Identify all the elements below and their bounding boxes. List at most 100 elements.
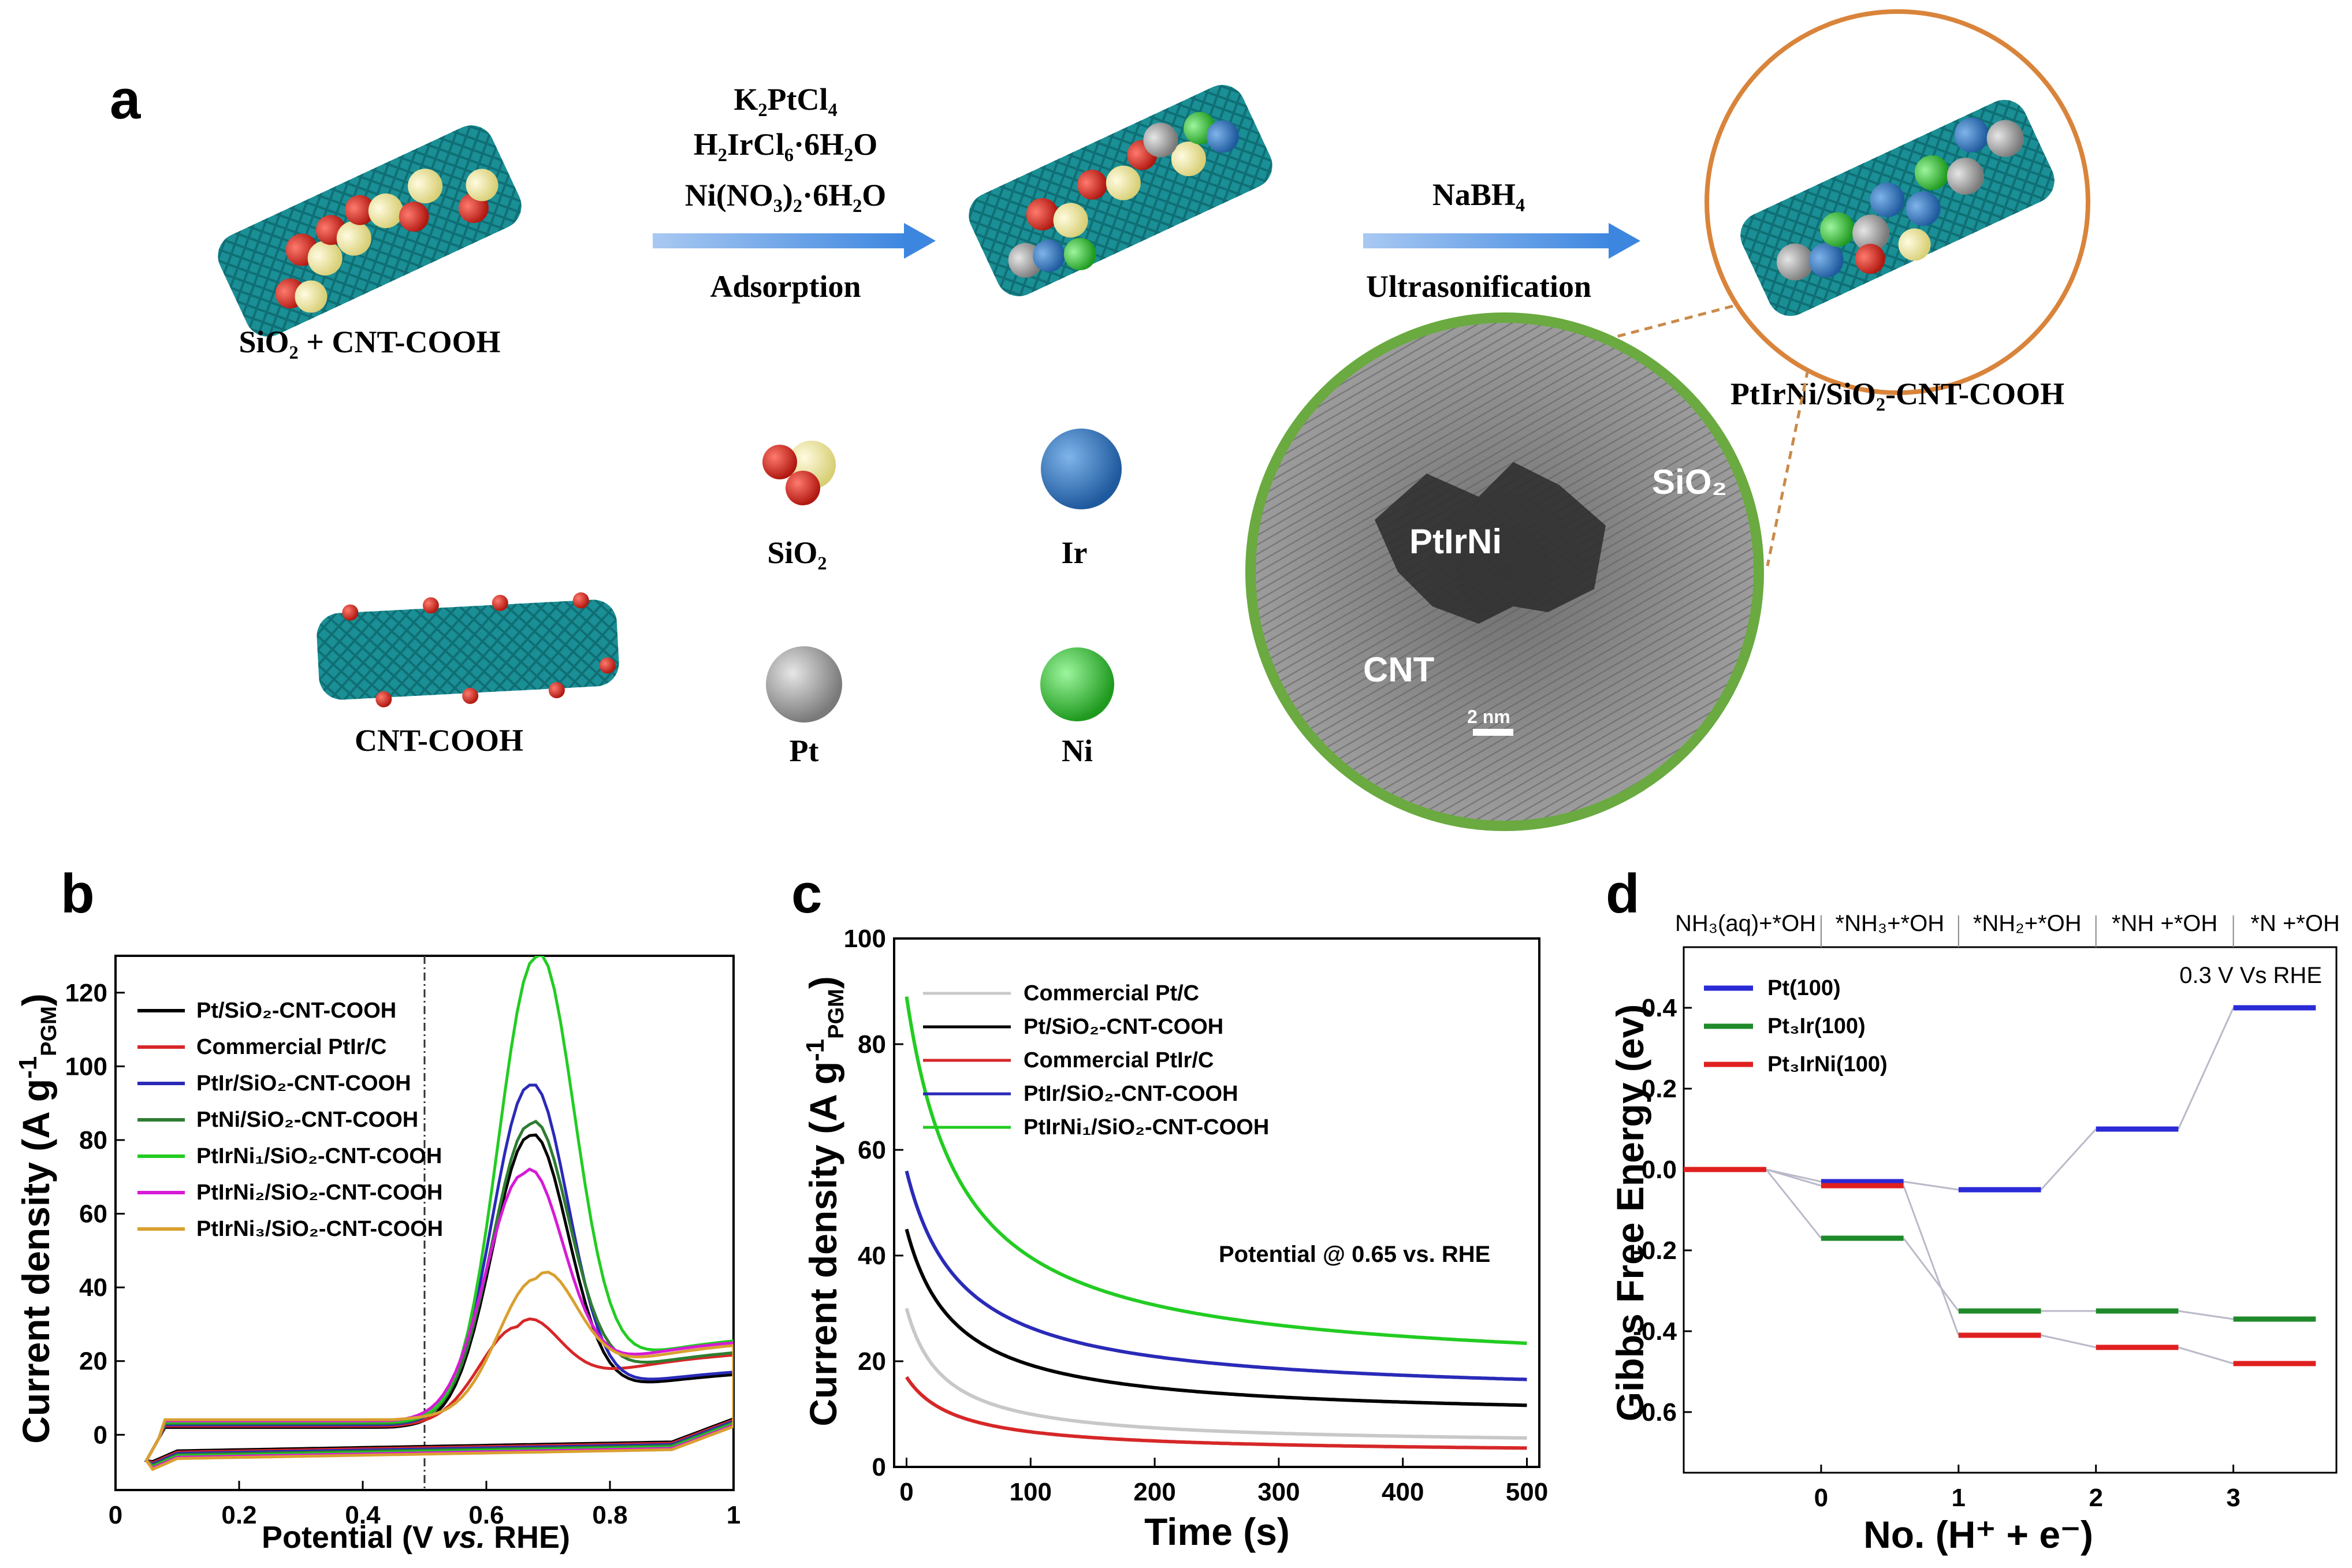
product-illustration (1740, 99, 2055, 316)
key-label-pt: Pt (790, 733, 819, 768)
chart-c-ytick-label: 0 (872, 1453, 886, 1481)
product-label: PtIrNi/SiO₂-CNT-COOH (1730, 377, 2064, 411)
panel-letter-c: c (791, 863, 822, 925)
chart-d-xtick-label: 2 (2089, 1484, 2102, 1512)
scale-bar (1473, 729, 1513, 736)
chart-b-xtick-label: 0.6 (468, 1501, 504, 1529)
chart-b-ytick-label: 100 (65, 1052, 107, 1081)
key-cnt-icon (317, 592, 619, 707)
chart-d-step-label: *N +*OH (2250, 911, 2340, 936)
cnt-sio2-start-illustration (218, 125, 522, 337)
chart-b-ytick-label: 60 (79, 1200, 107, 1228)
chart-c-xtick-label: 200 (1133, 1478, 1175, 1506)
chart-b-legend-label: PtIrNi₁/SiO₂-CNT-COOH (196, 1144, 442, 1168)
chart-b-xtick-label: 0.4 (345, 1501, 381, 1529)
chart-c-series-line (905, 1376, 1527, 1450)
chart-b-ytick-label: 120 (65, 979, 107, 1007)
chart-b-xtick-label: 0.2 (221, 1501, 256, 1529)
key-ir-icon (1041, 429, 1122, 509)
panel-letter-a: a (110, 69, 141, 131)
chart-d-ytick-label: -0.4 (1633, 1317, 1677, 1346)
chart-c-legend-label: Commercial PtIr/C (1024, 1048, 1214, 1072)
chart-c-annotation: Potential @ 0.65 vs. RHE (1219, 1242, 1490, 1267)
chart-b-series-line (144, 956, 734, 1469)
chart-c-xlabel: Time (s) (1144, 1510, 1290, 1553)
chart-d-connector (2178, 1007, 2234, 1130)
chart-d-legend-label: Pt₃Ir(100) (1767, 1014, 1866, 1038)
chart-d-ytick-label: 0.4 (1642, 994, 1677, 1022)
chart-c-series-line (905, 996, 1527, 1345)
chart-c-legend-label: PtIrNi₁/SiO₂-CNT-COOH (1024, 1115, 1269, 1139)
key-label-ni: Ni (1062, 733, 1093, 768)
cnt-adsorbed-illustration (969, 85, 1272, 296)
chart-b-ylabel: Current density (A g-1PGM) (14, 993, 61, 1444)
chart-c-series-line (905, 1308, 1527, 1440)
tem-label-sio2: SiO₂ (1652, 463, 1727, 501)
chart-c-ytick-label: 80 (858, 1030, 886, 1059)
chart-c-legend-label: PtIr/SiO₂-CNT-COOH (1024, 1082, 1238, 1106)
chart-b-legend-label: Commercial PtIr/C (196, 1035, 386, 1059)
key-sio2-icon (762, 441, 836, 505)
chart-d-connector (1903, 1180, 1959, 1191)
chart-d-step-label: *NH₃+*OH (1836, 911, 1945, 936)
chart-d-connector (2040, 1128, 2097, 1191)
tem-label-ptirni: PtIrNi (1409, 522, 1502, 561)
chart-d-connector (2178, 1346, 2234, 1365)
key-label-sio2: SiO₂ (767, 535, 827, 570)
chart-d-xtick-label: 0 (1814, 1484, 1828, 1512)
ultrasonification-arrow (1363, 223, 1640, 259)
chart-b-ytick-label: 40 (79, 1273, 107, 1302)
chart-d-ytick-label: -0.2 (1633, 1236, 1677, 1265)
chart-c-xtick-label: 300 (1257, 1478, 1300, 1506)
chart-d-step-label: NH₃(aq)+*OH (1675, 911, 1816, 936)
chart-b-legend-label: PtIrNi₃/SiO₂-CNT-COOH (196, 1217, 443, 1241)
panel-letter-d: d (1606, 863, 1640, 925)
chart-d-xlabel: No. (H⁺ + e⁻) (1863, 1513, 2093, 1556)
chart-d-ylabel: Gibbs Free Energy (ev) (1609, 1004, 1651, 1422)
chart-d-annotation: 0.3 V Vs RHE (2179, 963, 2322, 988)
chart-c-xtick-label: 0 (899, 1478, 913, 1506)
chart-c-ylabel: Current density (A g-1PGM) (801, 976, 848, 1427)
step-ultrasonification: Ultrasonification (1366, 269, 1591, 304)
key-label-ir: Ir (1062, 535, 1088, 570)
chart-d-step-label: *NH +*OH (2112, 911, 2217, 936)
key-label-cnt-cooh: CNT-COOH (355, 723, 523, 758)
chart-d-connector (2041, 1334, 2097, 1349)
chart-d-frame (1683, 946, 2338, 1474)
chart-b-xtick-label: 0.8 (592, 1501, 627, 1529)
chart-d-xtick-label: 3 (2226, 1484, 2240, 1512)
chart-b-legend-label: PtIr/SiO₂-CNT-COOH (196, 1071, 411, 1096)
chart-b-xtick-label: 1 (727, 1501, 740, 1529)
chart-d-connector (1903, 1185, 1960, 1336)
chart-c-legend-label: Pt/SiO₂-CNT-COOH (1024, 1015, 1223, 1039)
tem-label-cnt: CNT (1363, 650, 1434, 689)
product-highlight-circle (1705, 9, 2090, 395)
zoom-connector-right (1766, 369, 1810, 567)
chart-d-ytick-label: 0.2 (1642, 1075, 1677, 1103)
chart-b-xlabel: Potential (V vs. RHE) (262, 1520, 570, 1555)
adsorption-arrow (653, 223, 936, 259)
step-adsorption: Adsorption (710, 269, 861, 304)
chart-c-xtick-label: 400 (1382, 1478, 1424, 1506)
chart-b-series-line (144, 1271, 734, 1472)
chart-c-ytick-label: 100 (844, 925, 886, 953)
chart-d-connector (1903, 1238, 1959, 1312)
chart-c-series-line (905, 1170, 1527, 1381)
key-ni-icon (1040, 647, 1114, 721)
chart-b-ytick-label: 0 (94, 1421, 107, 1449)
panel-letter-b: b (61, 863, 95, 925)
key-pt-icon (766, 646, 842, 722)
chart-b-legend-label: PtIrNi₂/SiO₂-CNT-COOH (196, 1180, 442, 1205)
tem-image: SiO₂ PtIrNi CNT 2 nm (1245, 312, 1764, 831)
scale-bar-label: 2 nm (1467, 706, 1510, 727)
reagent-h2ircl6: H₂IrCl₆·6H₂O (694, 127, 878, 162)
chart-c-legend-label: Commercial Pt/C (1024, 981, 1199, 1005)
reducer-label: NaBH₄ (1432, 177, 1525, 212)
chart-d-legend-label: Pt₃IrNi(100) (1767, 1052, 1888, 1077)
chart-d-legend-label: Pt(100) (1767, 976, 1841, 1000)
chart-d-step-label: *NH₂+*OH (1973, 911, 2082, 936)
chart-b-ytick-label: 80 (79, 1126, 107, 1154)
chart-c-ytick-label: 20 (858, 1347, 886, 1376)
start-material-label: SiO₂ + CNT-COOH (239, 325, 500, 359)
